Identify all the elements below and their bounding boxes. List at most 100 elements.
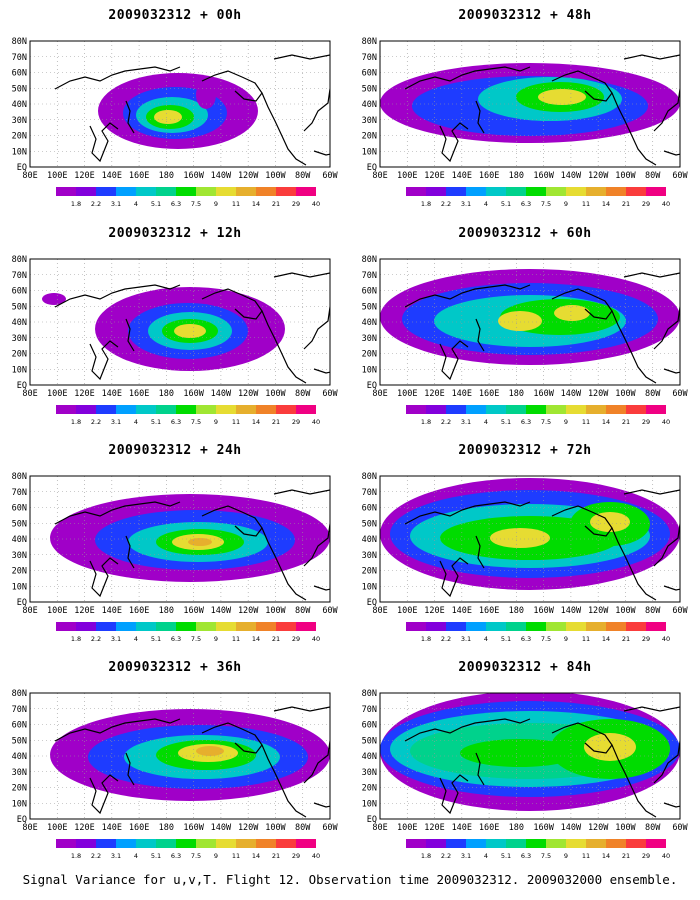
figure-caption: Signal Variance for u,v,T. Flight 12. Ob… bbox=[22, 872, 678, 887]
colorbar-swatch bbox=[256, 622, 276, 631]
lat-label: 30N bbox=[12, 551, 27, 561]
lat-label: 20N bbox=[362, 132, 377, 142]
colorbar-swatch bbox=[96, 187, 116, 196]
lon-label: 60W bbox=[322, 823, 338, 833]
lat-label: 70N bbox=[362, 271, 377, 281]
colorbar-label: 11 bbox=[582, 200, 590, 208]
map-border bbox=[379, 40, 681, 168]
lat-label: 40N bbox=[362, 100, 377, 110]
lon-label: 80E bbox=[22, 171, 37, 181]
colorbar-swatch bbox=[156, 405, 176, 414]
lon-label: 120W bbox=[588, 389, 609, 399]
lon-label: 160E bbox=[479, 823, 499, 833]
colorbar-label: 3.1 bbox=[111, 852, 121, 860]
panel-24h: 2009032312 + 24h 80N 70N 60N 50N 40N 30N 20N 10… bbox=[5, 443, 345, 658]
colorbar: 1.8 2.2 3.1 4 5.1 6.3 7.5 9 11 14 21 29 40 bbox=[406, 405, 670, 426]
colorbar-label: 3.1 bbox=[461, 418, 471, 426]
colorbar-swatch bbox=[276, 187, 296, 196]
contour-band bbox=[490, 528, 550, 548]
colorbar-label: 9 bbox=[564, 635, 568, 643]
lat-label: 70N bbox=[12, 271, 27, 281]
colorbar-label: 6.3 bbox=[171, 635, 181, 643]
contour-band bbox=[196, 81, 216, 109]
lat-lon-grid bbox=[30, 259, 330, 385]
panel-title: 2009032312 + 00h bbox=[108, 8, 242, 23]
colorbar-label: 21 bbox=[622, 852, 630, 860]
colorbar-label: 2.2 bbox=[441, 635, 451, 643]
lat-label: 10N bbox=[362, 365, 377, 375]
lon-label: 180 bbox=[509, 389, 524, 399]
colorbar-label: 4 bbox=[134, 852, 138, 860]
colorbar-swatch bbox=[586, 405, 606, 414]
colorbar-swatch bbox=[546, 187, 566, 196]
lon-label: 120E bbox=[424, 389, 444, 399]
colorbar-label: 3.1 bbox=[461, 200, 471, 208]
colorbar-swatch bbox=[196, 622, 216, 631]
colorbar-label: 5.1 bbox=[151, 418, 161, 426]
colorbar-swatch bbox=[626, 405, 646, 414]
lat-label: 60N bbox=[12, 287, 27, 297]
colorbar-label: 6.3 bbox=[521, 852, 531, 860]
lat-lon-grid bbox=[380, 476, 680, 602]
colorbar-swatch bbox=[406, 187, 426, 196]
colorbar-label: 14 bbox=[602, 635, 610, 643]
colorbar-swatch bbox=[626, 839, 646, 848]
panel-84h: 2009032312 + 84h 80N 70N 60N 50N 40N 30N 20N 10… bbox=[355, 660, 695, 875]
lat-label: 80N bbox=[12, 689, 27, 699]
colorbar-swatch bbox=[76, 622, 96, 631]
colorbar-label: 9 bbox=[564, 200, 568, 208]
colorbar-swatch bbox=[486, 405, 506, 414]
colorbar-swatch bbox=[176, 187, 196, 196]
map-border bbox=[29, 40, 331, 168]
colorbar-label: 40 bbox=[662, 635, 670, 643]
colorbar-label: 7.5 bbox=[541, 852, 551, 860]
lon-label: 100E bbox=[47, 606, 67, 616]
coastlines bbox=[404, 54, 680, 166]
lat-label: 40N bbox=[12, 535, 27, 545]
lon-label: 80E bbox=[22, 823, 37, 833]
colorbar-label: 6.3 bbox=[521, 635, 531, 643]
colorbar-swatch bbox=[56, 839, 76, 848]
coastlines bbox=[54, 272, 330, 384]
colorbar-label: 1.8 bbox=[421, 200, 431, 208]
lon-label: 60W bbox=[672, 171, 688, 181]
lon-label: 160W bbox=[183, 389, 204, 399]
lon-label: 140W bbox=[561, 389, 582, 399]
colorbar-swatch bbox=[546, 622, 566, 631]
lon-label: 60W bbox=[322, 606, 338, 616]
lon-label: 100E bbox=[47, 823, 67, 833]
lon-label: 160W bbox=[533, 171, 554, 181]
lat-label: 30N bbox=[12, 334, 27, 344]
variance-contours bbox=[50, 494, 330, 582]
panel-00h: 2009032312 + 00h 80N 70N 60N 50N 40N 30N 20N 10… bbox=[5, 8, 345, 223]
lat-label: 10N bbox=[12, 582, 27, 592]
colorbar-swatch bbox=[586, 622, 606, 631]
lat-label: 50N bbox=[12, 84, 27, 94]
colorbar-swatch bbox=[56, 622, 76, 631]
colorbar-swatch bbox=[56, 405, 76, 414]
colorbar-label: 4 bbox=[134, 200, 138, 208]
lon-label: 80E bbox=[372, 606, 387, 616]
colorbar-swatch bbox=[426, 622, 446, 631]
contour-band bbox=[590, 512, 630, 532]
colorbar-swatch bbox=[606, 622, 626, 631]
colorbar-swatch bbox=[296, 839, 316, 848]
lat-label: 30N bbox=[12, 116, 27, 126]
colorbar-swatch bbox=[236, 839, 256, 848]
lon-label: 60W bbox=[322, 171, 338, 181]
colorbar-swatch bbox=[426, 839, 446, 848]
lat-label: 70N bbox=[362, 53, 377, 63]
colorbar: 1.8 2.2 3.1 4 5.1 6.3 7.5 9 11 14 21 29 40 bbox=[406, 839, 670, 860]
panel-48h: 2009032312 + 48h 80N 70N 60N 50N 40N 30N 20N 10… bbox=[355, 8, 695, 223]
colorbar-swatch bbox=[196, 187, 216, 196]
colorbar-label: 11 bbox=[232, 200, 240, 208]
lat-label: EQ bbox=[17, 381, 27, 391]
colorbar-label: 40 bbox=[662, 418, 670, 426]
lon-label: 120E bbox=[74, 171, 94, 181]
lon-label: 160W bbox=[183, 823, 204, 833]
lat-label: 20N bbox=[362, 784, 377, 794]
lat-label: 60N bbox=[12, 504, 27, 514]
lon-label: 160E bbox=[479, 606, 499, 616]
